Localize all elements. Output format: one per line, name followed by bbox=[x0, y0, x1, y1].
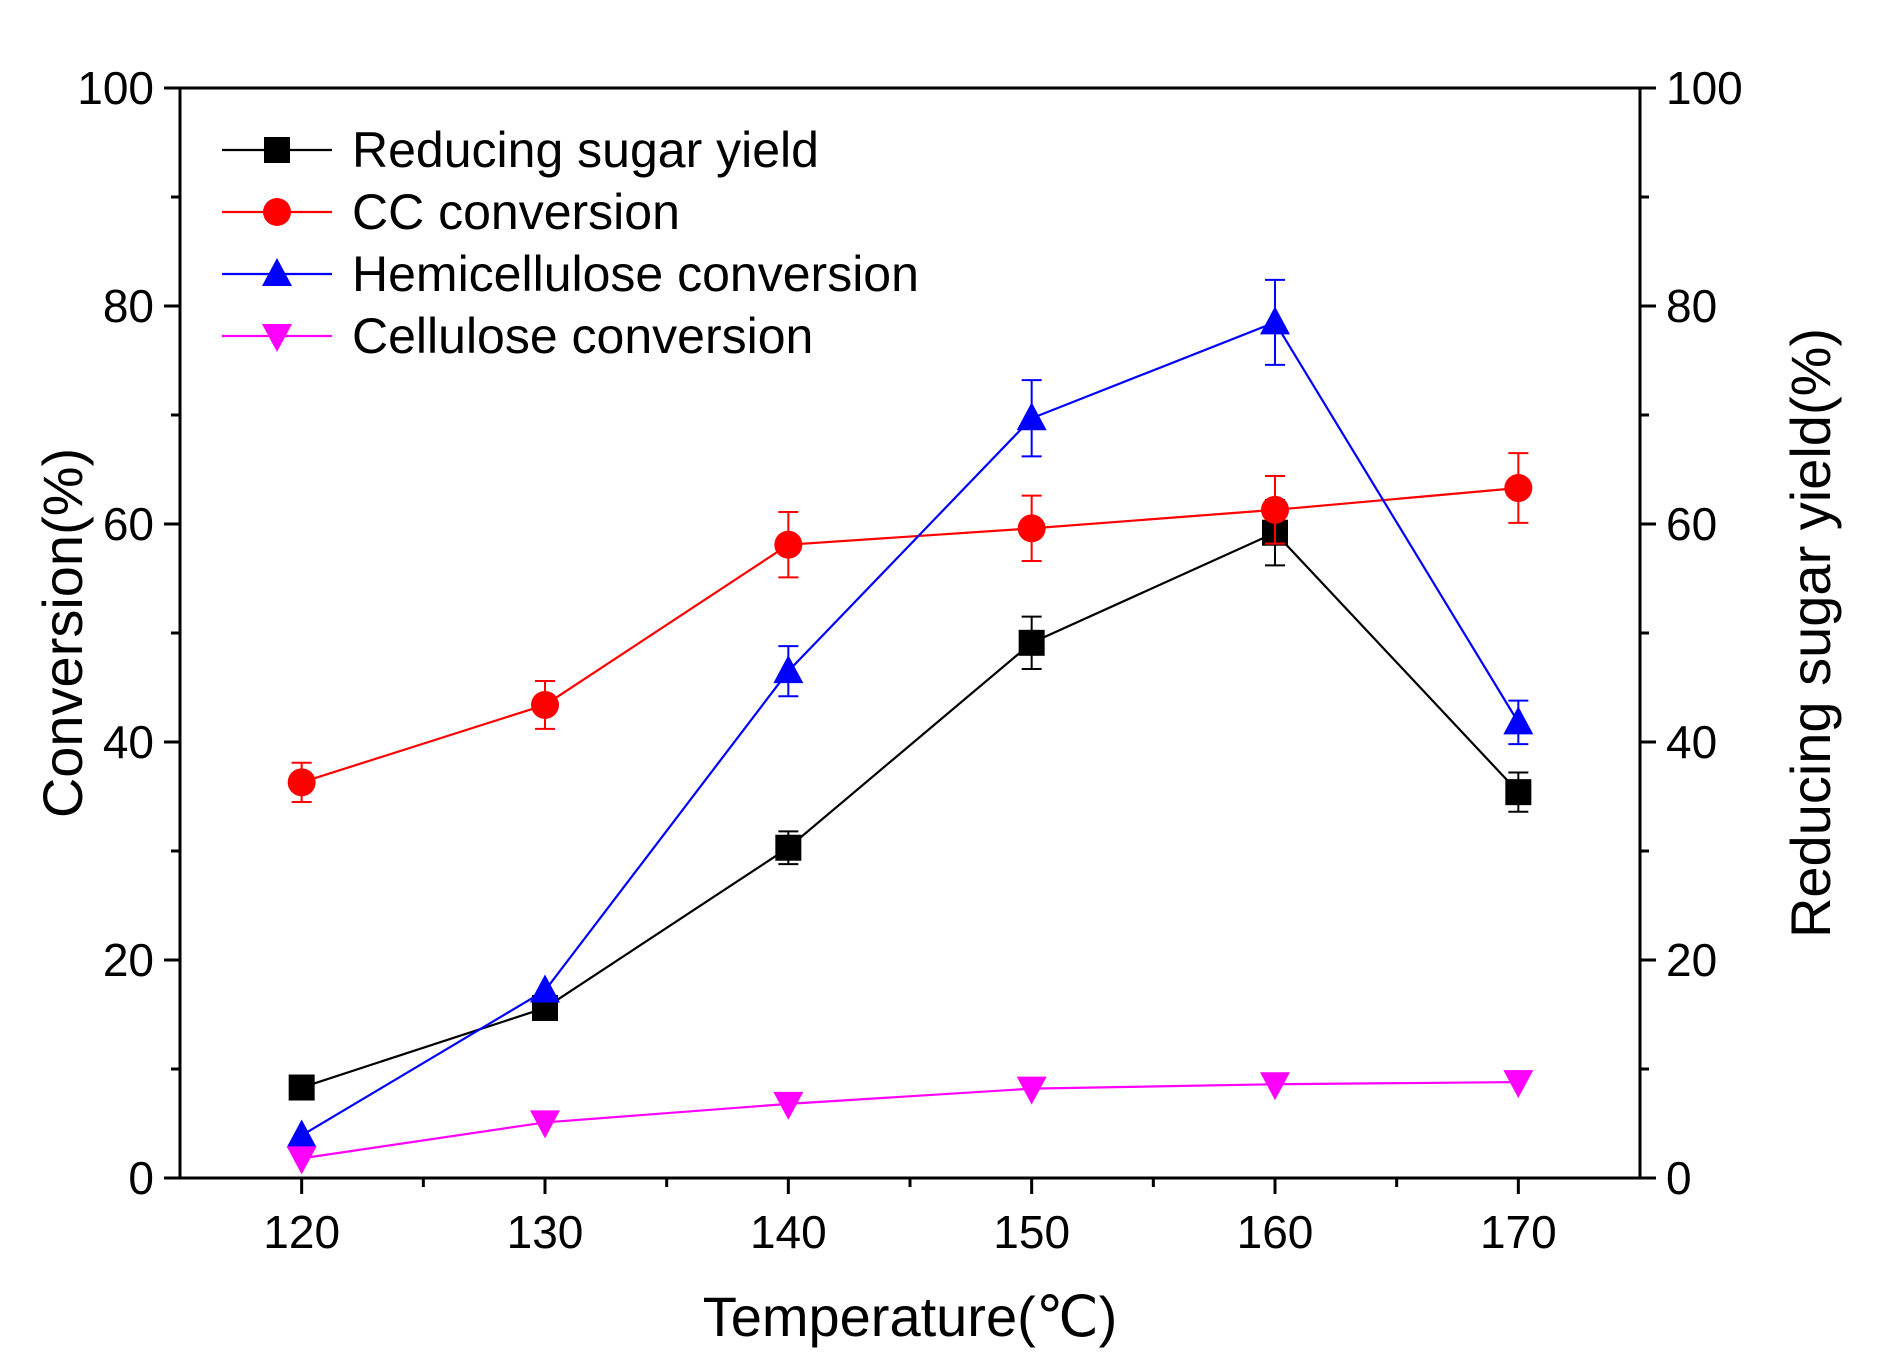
x-tick-label-150: 150 bbox=[993, 1206, 1070, 1258]
data-point-cc-conversion-150 bbox=[1017, 514, 1046, 543]
data-point-hemicellulose-conversion-130 bbox=[530, 974, 560, 1003]
legend-label-hemicellulose-conversion: Hemicellulose conversion bbox=[352, 246, 919, 302]
y-left-tick-label-20: 20 bbox=[103, 934, 154, 986]
y-right-tick-label-60: 60 bbox=[1666, 498, 1717, 550]
y-left-tick-label-60: 60 bbox=[103, 498, 154, 550]
legend-label-reducing-sugar-yield: Reducing sugar yield bbox=[352, 122, 819, 178]
data-point-cellulose-conversion-120 bbox=[286, 1146, 317, 1175]
y-left-tick-label-80: 80 bbox=[103, 280, 154, 332]
data-point-cellulose-conversion-170 bbox=[1503, 1070, 1534, 1099]
legend-marker-cc-conversion bbox=[263, 198, 291, 226]
legend: Reducing sugar yield CC conversion Hemicel… bbox=[222, 122, 919, 364]
series-hemicellulose-conversion bbox=[286, 278, 1534, 1148]
legend-marker-cellulose-conversion bbox=[262, 324, 292, 352]
data-point-cc-conversion-130 bbox=[531, 690, 559, 719]
legend-label-cc-conversion: CC conversion bbox=[352, 184, 680, 240]
x-tick-label-140: 140 bbox=[750, 1206, 827, 1258]
data-point-hemicellulose-conversion-160 bbox=[1260, 306, 1290, 335]
series-line-cellulose-conversion bbox=[301, 1080, 1519, 1160]
ticks-layer: 120 130 140 150 160 170 0 0 20 20 40 40 60 60 80 80 100 1… bbox=[77, 62, 1743, 1258]
series-cc-conversion bbox=[287, 452, 1533, 803]
plot-frame bbox=[178, 86, 1642, 1180]
x-tick-label-130: 130 bbox=[507, 1206, 584, 1258]
data-point-cellulose-conversion-140 bbox=[773, 1091, 804, 1120]
data-point-hemicellulose-conversion-150 bbox=[1016, 402, 1047, 431]
x-tick-label-120: 120 bbox=[263, 1206, 340, 1258]
legend-label-cellulose-conversion: Cellulose conversion bbox=[352, 308, 813, 364]
x-axis-title: Temperature(℃) bbox=[703, 1285, 1118, 1348]
data-point-cc-conversion-120 bbox=[287, 768, 316, 797]
legend-marker-reducing-sugar-yield bbox=[264, 137, 290, 163]
y-axis-right-title: Reducing sugar yield(%) bbox=[1779, 328, 1842, 938]
y-axis-left-title: Conversion(%) bbox=[31, 448, 94, 818]
legend-marker-hemicellulose-conversion bbox=[262, 258, 292, 286]
data-point-hemicellulose-conversion-140 bbox=[773, 655, 804, 684]
data-point-cellulose-conversion-130 bbox=[530, 1110, 560, 1139]
y-right-tick-label-80: 80 bbox=[1666, 280, 1717, 332]
data-point-cellulose-conversion-160 bbox=[1260, 1072, 1290, 1101]
data-point-cc-conversion-140 bbox=[774, 530, 803, 559]
y-left-tick-label-40: 40 bbox=[103, 716, 154, 768]
legend-entry-cc-conversion: CC conversion bbox=[222, 184, 680, 240]
series-reducing-sugar-yield bbox=[288, 499, 1532, 1101]
y-right-tick-label-20: 20 bbox=[1666, 934, 1717, 986]
series-line-cc-conversion bbox=[301, 486, 1519, 784]
data-point-reducing-sugar-yield-150 bbox=[1018, 629, 1045, 656]
data-point-hemicellulose-conversion-170 bbox=[1503, 706, 1534, 735]
series-cellulose-conversion bbox=[286, 1070, 1534, 1175]
data-point-reducing-sugar-yield-170 bbox=[1505, 779, 1532, 806]
data-point-cellulose-conversion-150 bbox=[1016, 1076, 1047, 1105]
y-right-tick-label-40: 40 bbox=[1666, 716, 1717, 768]
legend-entry-hemicellulose-conversion: Hemicellulose conversion bbox=[222, 246, 919, 302]
data-point-reducing-sugar-yield-120 bbox=[288, 1074, 315, 1101]
y-right-tick-label-0: 0 bbox=[1666, 1152, 1692, 1204]
legend-entry-cellulose-conversion: Cellulose conversion bbox=[222, 308, 813, 364]
y-left-tick-label-0: 0 bbox=[128, 1152, 154, 1204]
series-line-hemicellulose-conversion bbox=[301, 320, 1520, 1137]
y-left-tick-label-100: 100 bbox=[77, 62, 154, 114]
series-layer bbox=[286, 278, 1534, 1175]
x-tick-label-160: 160 bbox=[1237, 1206, 1314, 1258]
data-point-reducing-sugar-yield-140 bbox=[775, 834, 802, 861]
data-point-cc-conversion-160 bbox=[1261, 495, 1289, 524]
y-right-tick-label-100: 100 bbox=[1666, 62, 1743, 114]
series-line-reducing-sugar-yield bbox=[301, 531, 1520, 1089]
data-point-cc-conversion-170 bbox=[1504, 474, 1533, 503]
legend-entry-reducing-sugar-yield: Reducing sugar yield bbox=[222, 122, 819, 178]
data-point-hemicellulose-conversion-120 bbox=[286, 1119, 317, 1148]
x-tick-label-170: 170 bbox=[1480, 1206, 1557, 1258]
